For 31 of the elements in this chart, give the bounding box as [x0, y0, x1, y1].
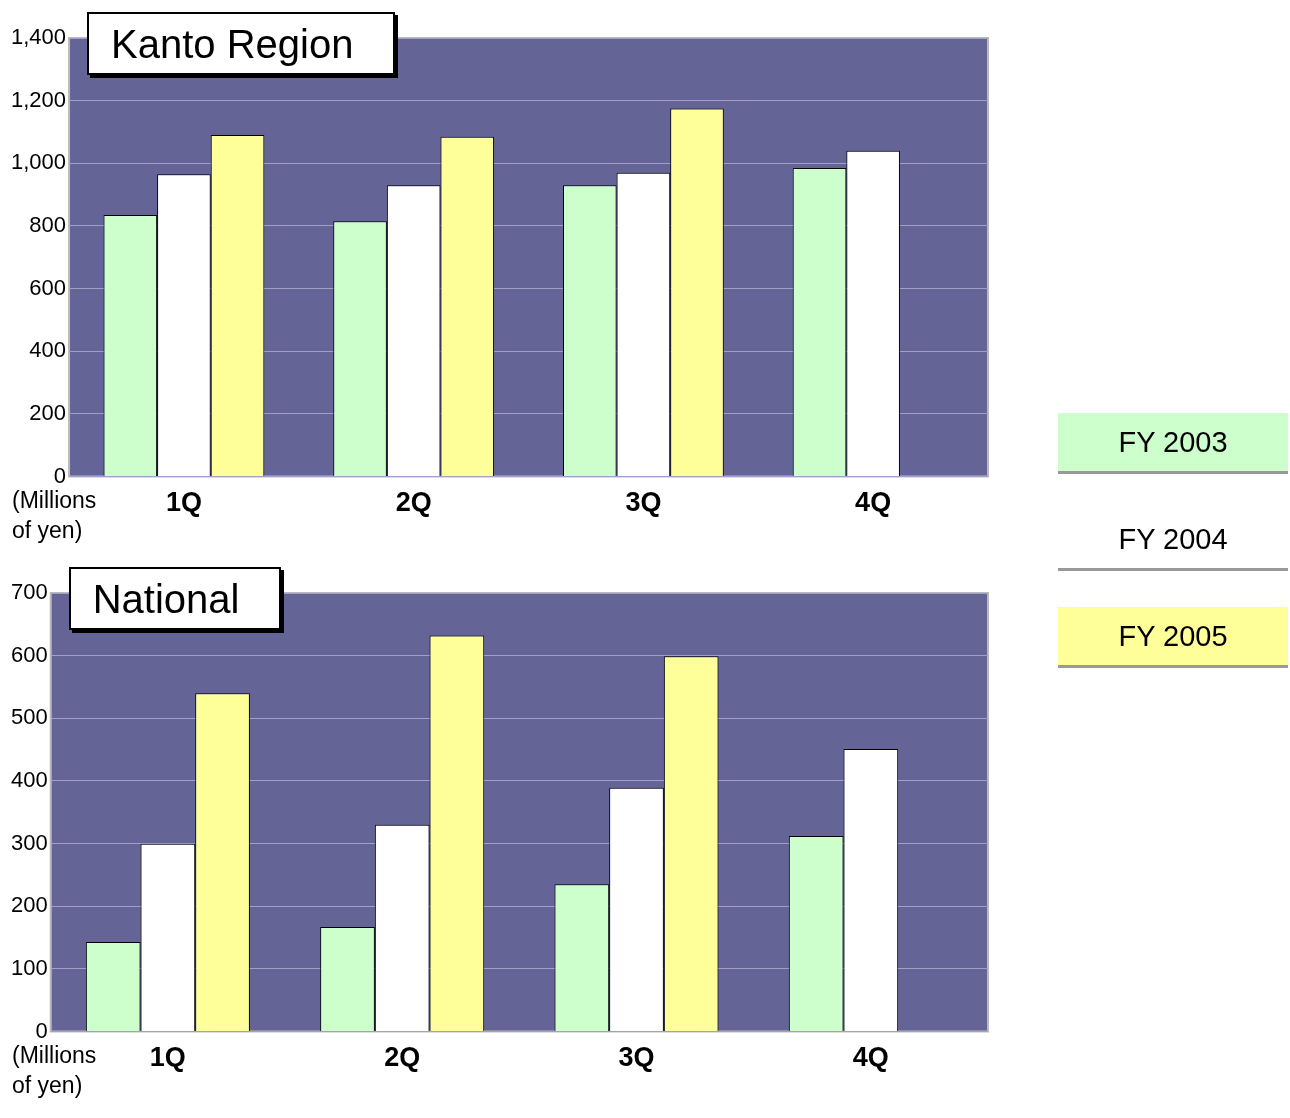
x-tick-label: 3Q	[625, 487, 662, 518]
y-tick-label: 600	[10, 641, 48, 667]
x-tick-label: 2Q	[395, 487, 432, 518]
x-tick-label: 4Q	[855, 487, 892, 518]
y-axis-title: (Millions of yen)	[12, 1040, 98, 1100]
text: FY 2005	[1118, 619, 1228, 653]
y-axis-title: (Millions of yen)	[12, 485, 98, 545]
y-tick-label: 700	[10, 579, 48, 605]
y-tick-label: 0	[35, 1017, 48, 1043]
x-tick-label: 1Q	[149, 1042, 186, 1073]
y-tick-label: 400	[10, 767, 48, 793]
y-tick-label: 400	[29, 337, 67, 363]
y-tick-label: 800	[29, 212, 67, 238]
y-tick-label: 300	[10, 829, 48, 855]
y-tick-label: 1,400	[10, 24, 67, 50]
chart-title: National	[68, 567, 282, 630]
y-tick-label: 100	[10, 955, 48, 981]
text: FY 2003	[1118, 425, 1228, 459]
y-tick-label: 500	[10, 704, 48, 730]
y-tick-label: 200	[29, 400, 67, 426]
y-tick-label: 0	[53, 462, 67, 488]
x-tick-label: 2Q	[384, 1042, 421, 1073]
x-tick-label: 3Q	[618, 1042, 655, 1073]
x-tick-label: 1Q	[165, 487, 202, 518]
y-tick-label: 1,000	[10, 149, 67, 175]
y-tick-label: 600	[29, 274, 67, 300]
x-tick-label: 4Q	[852, 1042, 889, 1073]
y-tick-label: 200	[10, 892, 48, 918]
y-tick-label: 1,200	[10, 86, 67, 112]
text: FY 2004	[1118, 522, 1228, 556]
chart-title: Kanto Region	[87, 12, 396, 75]
